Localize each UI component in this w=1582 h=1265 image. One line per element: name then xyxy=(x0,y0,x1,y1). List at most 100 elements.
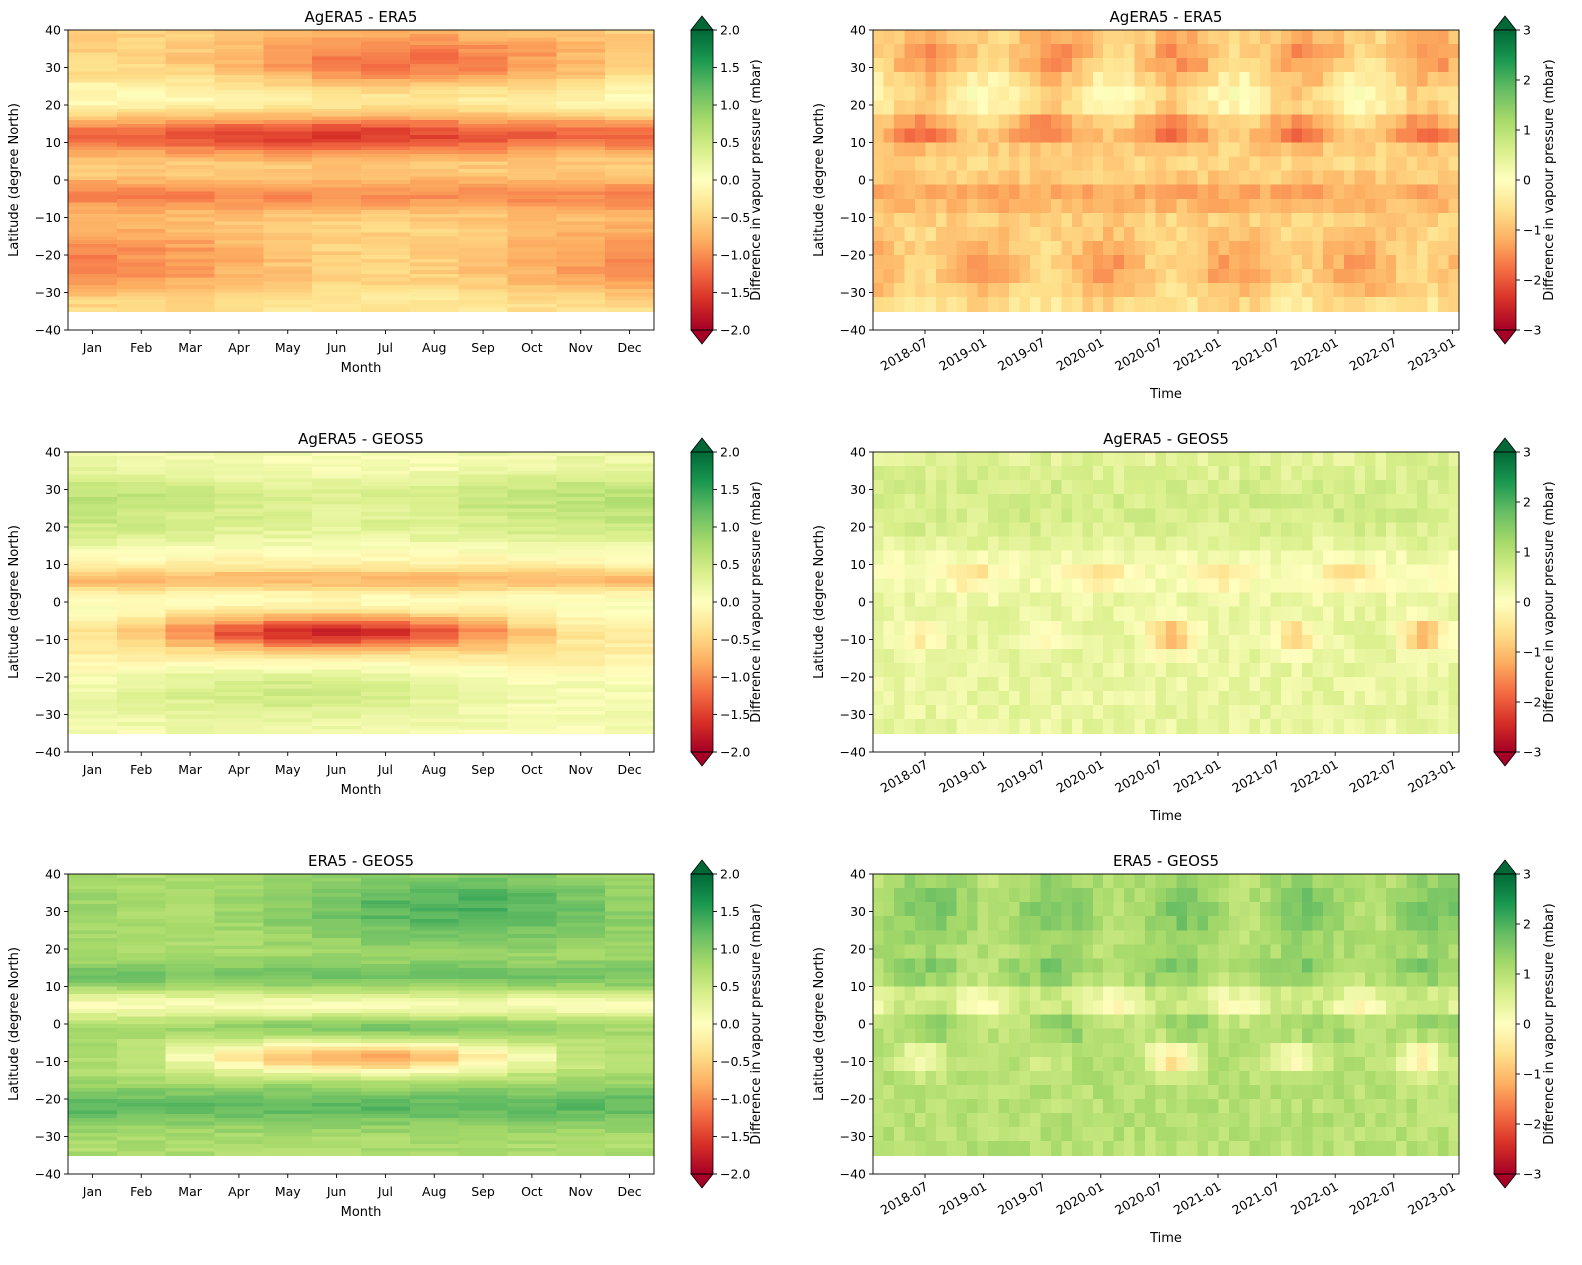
heatmap-cell xyxy=(1270,648,1282,664)
heatmap-cell xyxy=(507,247,557,252)
heatmap-cell xyxy=(68,1005,118,1010)
heatmap-cell xyxy=(68,658,118,663)
heatmap-cell xyxy=(312,900,362,905)
heatmap-cell xyxy=(507,75,557,80)
heatmap-cell xyxy=(1166,606,1178,622)
heatmap-cell xyxy=(507,303,557,309)
heatmap-cell xyxy=(1385,30,1397,45)
heatmap-cell xyxy=(988,86,1000,101)
heatmap-cell xyxy=(1186,114,1198,130)
heatmap-cell xyxy=(873,466,885,481)
heatmap-cell xyxy=(1260,578,1272,594)
heatmap-cell xyxy=(1438,142,1450,158)
heatmap-cell xyxy=(458,613,509,618)
heatmap-cell xyxy=(904,705,916,720)
heatmap-cell xyxy=(361,1147,411,1153)
heatmap-cell xyxy=(556,594,606,599)
heatmap-cell xyxy=(605,161,655,166)
heatmap-cell xyxy=(1124,283,1136,298)
heatmap-cell xyxy=(507,527,557,532)
heatmap-cell xyxy=(605,485,655,491)
heatmap-cell xyxy=(116,277,167,282)
heatmap-cell xyxy=(263,979,313,984)
heatmap-cell xyxy=(1375,100,1387,115)
heatmap-cell xyxy=(1218,170,1230,186)
heatmap-cell xyxy=(507,168,557,174)
heatmap-cell xyxy=(1134,170,1146,186)
heatmap-cell xyxy=(1364,662,1376,678)
heatmap-cell xyxy=(361,937,411,943)
heatmap-cell xyxy=(1343,226,1355,242)
heatmap-cell xyxy=(312,572,362,577)
heatmap-cell xyxy=(458,1046,509,1051)
heatmap-cell xyxy=(1417,536,1429,552)
heatmap-cell xyxy=(458,1121,509,1126)
heatmap-cell xyxy=(1218,184,1230,200)
heatmap-cell xyxy=(312,919,362,924)
heatmap-cell xyxy=(1071,142,1083,158)
heatmap-cell xyxy=(361,288,411,294)
heatmap-cell xyxy=(1385,592,1397,608)
heatmap-cell xyxy=(165,198,216,204)
heatmap-cell xyxy=(1312,212,1324,228)
heatmap-cell xyxy=(263,1110,313,1115)
heatmap-cell xyxy=(361,956,411,961)
heatmap-cell xyxy=(214,665,264,671)
heatmap-cell xyxy=(556,560,606,566)
heatmap-cell xyxy=(1375,536,1387,552)
heatmap-cell xyxy=(1375,508,1387,523)
heatmap-cell xyxy=(1239,522,1251,537)
heatmap-cell xyxy=(1343,114,1355,130)
heatmap-cell xyxy=(214,907,264,913)
heatmap-cell xyxy=(914,480,926,495)
heatmap-cell xyxy=(1406,705,1418,720)
heatmap-cell xyxy=(1385,705,1397,720)
heatmap-cell xyxy=(1040,156,1052,172)
heatmap-cell xyxy=(1103,100,1115,115)
heatmap-cell xyxy=(1291,550,1303,566)
heatmap-cell xyxy=(1197,212,1209,228)
heatmap-cell xyxy=(1417,114,1429,130)
heatmap-cell xyxy=(361,255,411,260)
heatmap-cell xyxy=(361,202,411,207)
heatmap-cell xyxy=(1176,297,1188,312)
heatmap-cell xyxy=(1239,283,1251,298)
heatmap-cell xyxy=(312,960,362,965)
heatmap-cell xyxy=(165,146,216,151)
heatmap-cell xyxy=(1113,86,1125,101)
heatmap-cell xyxy=(507,904,557,909)
heatmap-cell xyxy=(263,71,313,76)
heatmap-cell xyxy=(214,108,264,114)
heatmap-cell xyxy=(214,1110,264,1115)
heatmap-cell xyxy=(1176,72,1188,87)
heatmap-cell xyxy=(925,480,937,495)
heatmap-cell xyxy=(893,648,905,664)
heatmap-cell xyxy=(925,198,937,214)
heatmap-cell xyxy=(925,648,937,664)
heatmap-cell xyxy=(1176,58,1188,73)
heatmap-cell xyxy=(312,30,362,35)
heatmap-cell xyxy=(116,1016,167,1021)
heatmap-cell xyxy=(263,303,313,309)
heatmap-cell xyxy=(956,522,968,537)
heatmap-cell xyxy=(605,198,655,204)
heatmap-cell xyxy=(873,269,885,284)
heatmap-cell xyxy=(409,183,460,189)
heatmap-cell xyxy=(214,183,264,189)
heatmap-cell xyxy=(1281,662,1293,678)
heatmap-cell xyxy=(605,33,655,39)
heatmap-cell xyxy=(1040,86,1052,101)
y-tick-label: 40 xyxy=(45,23,61,38)
heatmap-cell xyxy=(116,560,167,566)
heatmap-cell xyxy=(68,549,118,554)
heatmap-cell xyxy=(1166,452,1178,467)
heatmap-cell xyxy=(1364,606,1376,622)
heatmap-cell xyxy=(1343,691,1355,706)
heatmap-cell xyxy=(1050,466,1062,481)
heatmap-cell xyxy=(116,714,167,719)
heatmap-cell xyxy=(1281,170,1293,186)
heatmap-cell xyxy=(1145,184,1157,200)
heatmap-cell xyxy=(312,613,362,618)
heatmap-cell xyxy=(1092,662,1104,678)
heatmap-cell xyxy=(458,52,509,57)
